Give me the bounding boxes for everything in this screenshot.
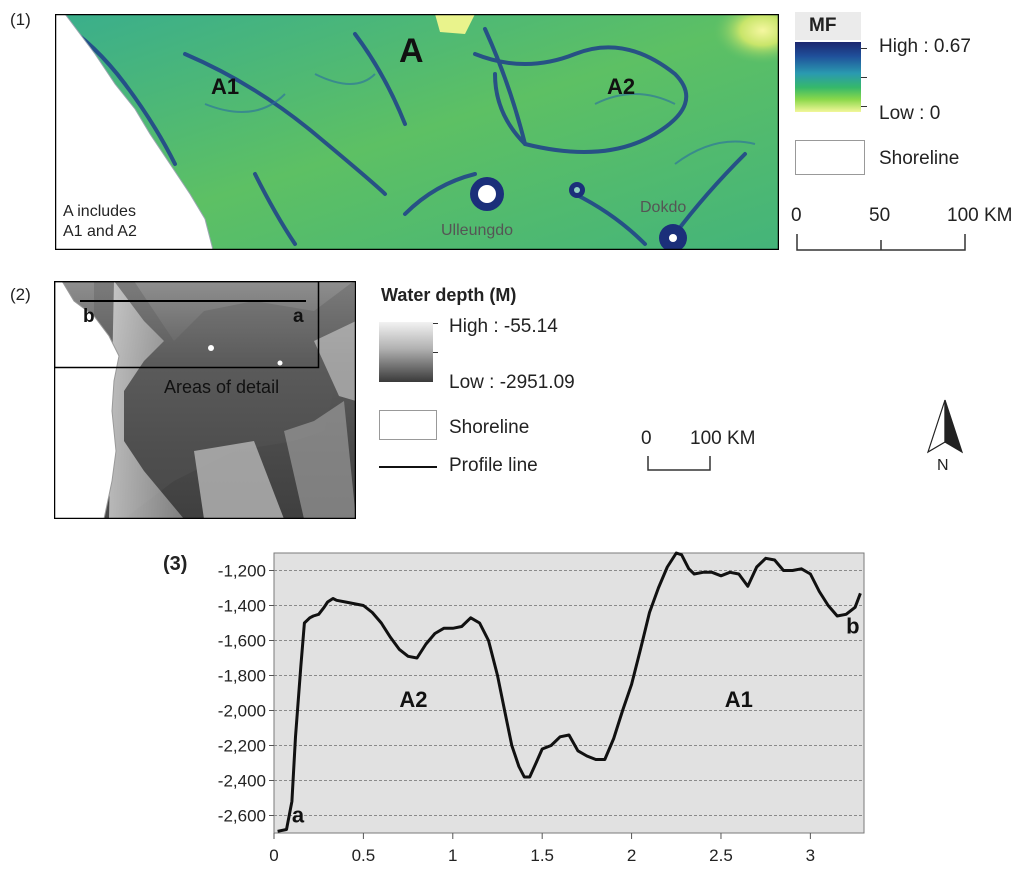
- annotation-a2: A2: [399, 687, 427, 712]
- north-label: N: [937, 457, 949, 474]
- profile-end-a: a: [293, 306, 304, 327]
- depth-shallow-east: [314, 321, 356, 401]
- chart-x-ticks: 0 0.5 1 1.5 2 2.5 3: [269, 833, 815, 865]
- shoreline-swatch-2: [379, 410, 437, 440]
- scale-bar-2: [647, 456, 711, 471]
- scale-1-tick-0: 0: [791, 205, 802, 226]
- x-tick-label: 0.5: [352, 846, 376, 865]
- depth-legend-profile-line: Profile line: [449, 455, 538, 476]
- note-line-1: A includes: [63, 203, 136, 220]
- chart-gridlines: [274, 570, 864, 816]
- depth-legend-low: Low : -2951.09: [449, 372, 575, 393]
- shoreline-swatch: [795, 140, 865, 175]
- depth-profile-chart: -2,600 -2,400 -2,200 -2,000 -1,800 -1,600 -1,4…: [218, 551, 865, 865]
- ulleungdo-island: [478, 185, 496, 203]
- annotation-a1: A1: [725, 687, 753, 712]
- chart-y-ticks: -2,600 -2,400 -2,200 -2,000 -1,800 -1,600 -1,4…: [218, 562, 274, 826]
- x-tick-label: 2: [627, 846, 636, 865]
- mf-legend-title-box: [795, 12, 861, 40]
- y-tick-label: -2,400: [218, 772, 266, 791]
- mf-minor-slopes: [204, 73, 756, 165]
- depth-shelf-east: [284, 401, 356, 519]
- region-label-a1: A1: [211, 74, 240, 99]
- y-tick-label: -2,200: [218, 737, 266, 756]
- profile-line-swatch: [379, 466, 437, 468]
- y-tick-label: -1,200: [218, 562, 266, 581]
- scale-2-tick-100: 100 KM: [690, 428, 756, 449]
- water-depth-map: [54, 281, 356, 519]
- y-tick-label: -1,800: [218, 667, 266, 686]
- region-label-a: A: [399, 32, 424, 70]
- y-tick-label: -2,000: [218, 702, 266, 721]
- land-mass-2: [54, 281, 119, 519]
- dokdo-island: [669, 234, 677, 242]
- mf-legend-low: Low : 0: [879, 103, 941, 124]
- depth-color-ramp: [379, 322, 433, 382]
- depth-shelf-south: [194, 441, 284, 519]
- note-line-2: A1 and A2: [63, 223, 137, 240]
- mf-map: [55, 14, 779, 250]
- place-label-dokdo: Dokdo: [640, 199, 687, 216]
- mf-legend-title: MF: [809, 15, 837, 36]
- place-label-ulleungdo: Ulleungdo: [441, 222, 514, 239]
- mf-color-ramp: [795, 42, 861, 112]
- shoreline: [64, 14, 214, 250]
- land-mass: [55, 14, 213, 250]
- mf-slope-lines: [58, 20, 747, 246]
- chart-plot-area: [273, 552, 865, 834]
- scale-bar-1: [796, 234, 966, 251]
- mf-legend-shoreline: Shoreline: [879, 148, 960, 169]
- x-tick-label: 3: [806, 846, 815, 865]
- x-tick-label: 0: [269, 846, 278, 865]
- depth-shelf: [109, 281, 184, 519]
- x-tick-label: 1: [448, 846, 457, 865]
- scale-2-tick-0: 0: [641, 428, 652, 449]
- mf-high-area: [615, 14, 779, 124]
- depth-legend-shoreline: Shoreline: [449, 417, 530, 438]
- x-tick-label: 1.5: [530, 846, 554, 865]
- north-arrow-icon: [926, 399, 964, 454]
- chart-annotations: a b A2 A1: [292, 614, 860, 828]
- y-tick-label: -1,600: [218, 632, 266, 651]
- depth-island-ulleungdo: [208, 345, 214, 351]
- panel-2-label: (2): [10, 285, 31, 304]
- shoreline-2: [61, 281, 120, 519]
- y-tick-label: -1,400: [218, 597, 266, 616]
- mf-map-frame: [55, 14, 779, 250]
- mf-high-patch: [435, 14, 475, 34]
- areas-of-detail-label: Areas of detail: [164, 377, 280, 397]
- annotation-a: a: [292, 803, 305, 828]
- profile-series-line: [277, 551, 862, 833]
- seamount-center: [574, 187, 580, 193]
- y-tick-label: -2,600: [218, 807, 266, 826]
- annotation-b: b: [846, 614, 859, 639]
- scale-1-tick-100: 100 KM: [947, 205, 1013, 226]
- panel-1-label: (1): [10, 10, 31, 29]
- scale-1-tick-50: 50: [869, 205, 891, 226]
- mf-legend-high: High : 0.67: [879, 36, 971, 57]
- panel-3-label: (3): [163, 553, 188, 575]
- depth-island-dokdo: [277, 360, 283, 366]
- depth-legend-high: High : -55.14: [449, 316, 558, 337]
- depth-legend-title: Water depth (M): [381, 285, 517, 305]
- profile-end-b: b: [83, 306, 95, 327]
- x-tick-label: 2.5: [709, 846, 733, 865]
- depth-map-frame: [54, 281, 356, 519]
- region-label-a2: A2: [607, 74, 636, 99]
